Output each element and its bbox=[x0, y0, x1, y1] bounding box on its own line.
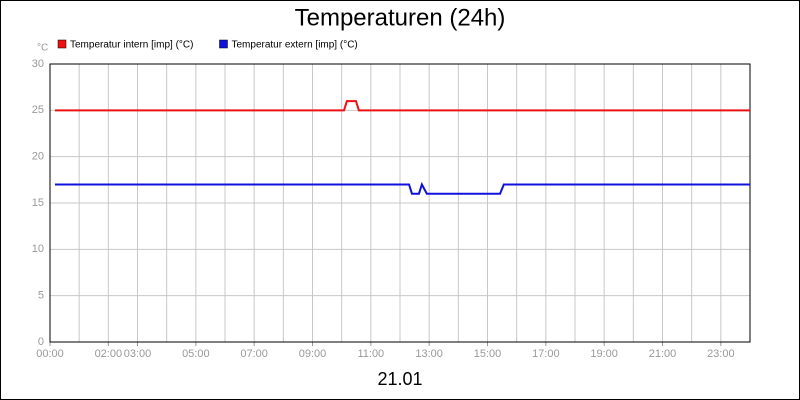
y-tick-label: 0 bbox=[38, 336, 44, 348]
x-tick-label: 19:00 bbox=[590, 348, 618, 360]
legend-swatch bbox=[57, 39, 67, 49]
legend-swatch bbox=[219, 39, 228, 49]
y-tick-label: 15 bbox=[32, 197, 44, 209]
x-tick-label: 15:00 bbox=[474, 348, 502, 360]
y-tick-label: 20 bbox=[32, 151, 44, 163]
x-tick-label: 03:00 bbox=[124, 348, 152, 360]
legend-label: Temperatur intern [imp] (°C) bbox=[70, 40, 193, 51]
x-tick-label: 13:00 bbox=[415, 348, 443, 360]
y-tick-label: 5 bbox=[38, 290, 44, 302]
x-tick-label: 07:00 bbox=[240, 348, 268, 360]
line bbox=[54, 181, 750, 195]
x-tick-label: 05:00 bbox=[182, 348, 210, 360]
x-tick-label: 00:00 bbox=[36, 348, 64, 360]
plot-border bbox=[49, 63, 751, 343]
x-tick-label: 11:00 bbox=[357, 348, 384, 360]
x-tick-label: 21:00 bbox=[649, 348, 677, 360]
y-tick-label: 10 bbox=[32, 243, 44, 255]
chart-title: Temperaturen (24h) bbox=[295, 4, 506, 31]
y-unit: °C bbox=[37, 43, 48, 54]
x-tick-label: 09:00 bbox=[299, 348, 327, 360]
legend-label: Temperatur extern [imp] (°C) bbox=[231, 40, 357, 51]
x-tick-label: 17:00 bbox=[532, 348, 560, 360]
line bbox=[54, 100, 750, 112]
y-tick-label: 30 bbox=[32, 58, 44, 70]
x-tick-label: 23:00 bbox=[707, 348, 735, 360]
date-label: 21.01 bbox=[377, 369, 422, 389]
x-tick-label: 02:00 bbox=[95, 348, 123, 360]
y-tick-label: 25 bbox=[32, 104, 44, 116]
